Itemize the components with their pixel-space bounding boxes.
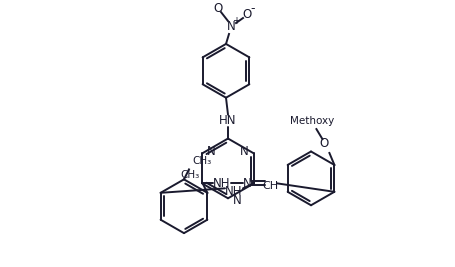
Text: O: O — [319, 136, 329, 150]
Text: NH: NH — [213, 177, 230, 190]
Text: -: - — [250, 2, 255, 15]
Text: CH₃: CH₃ — [192, 156, 211, 166]
Text: Methoxy: Methoxy — [290, 116, 334, 126]
Text: N: N — [240, 145, 248, 158]
Text: N: N — [207, 145, 215, 158]
Text: CH: CH — [261, 181, 278, 191]
Text: +: + — [232, 16, 239, 26]
Text: HN: HN — [219, 114, 236, 127]
Text: O: O — [213, 2, 222, 15]
Text: NH: NH — [225, 185, 242, 198]
Text: N: N — [233, 194, 241, 207]
Text: CH₃: CH₃ — [180, 170, 199, 180]
Text: N: N — [226, 19, 235, 33]
Text: N: N — [242, 177, 251, 190]
Text: O: O — [242, 7, 251, 21]
